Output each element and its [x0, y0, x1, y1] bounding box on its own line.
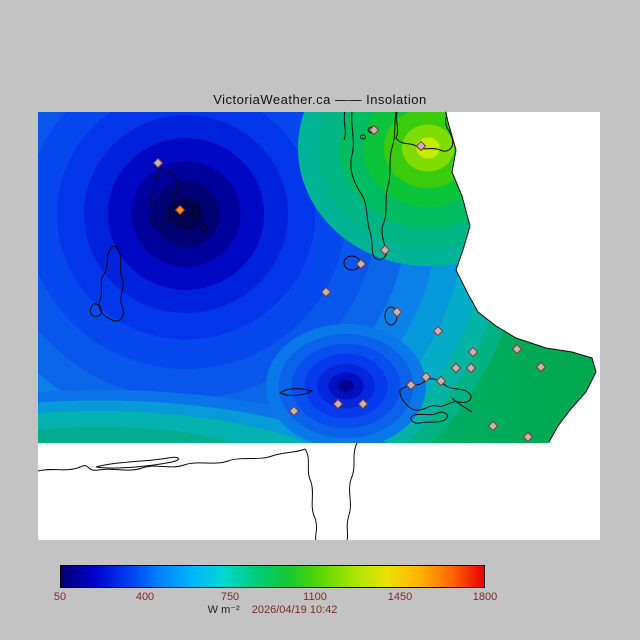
coastline	[37, 448, 306, 472]
station-marker[interactable]	[511, 343, 523, 355]
coastline	[395, 111, 454, 152]
coastline	[304, 448, 318, 541]
station-marker[interactable]	[405, 379, 417, 391]
station-marker[interactable]	[368, 124, 380, 136]
station-markers	[152, 124, 547, 443]
station-marker[interactable]	[415, 140, 427, 152]
station-marker[interactable]	[465, 362, 477, 374]
station-marker[interactable]	[332, 398, 344, 410]
coastline	[350, 111, 397, 261]
station-marker[interactable]	[467, 346, 479, 358]
coastline	[343, 111, 346, 141]
station-marker[interactable]	[522, 431, 534, 443]
colorbar-tick-label: 1800	[472, 591, 498, 603]
station-marker[interactable]	[288, 405, 300, 417]
station-marker[interactable]	[391, 306, 403, 318]
colorbar-tick-label: 1450	[387, 591, 413, 603]
station-marker[interactable]	[535, 361, 547, 373]
station-marker[interactable]	[450, 362, 462, 374]
station-marker[interactable]	[432, 325, 444, 337]
coastline	[95, 456, 180, 469]
station-marker[interactable]	[435, 375, 447, 387]
coastline	[150, 168, 179, 229]
colorbar-tick-label: 1100	[303, 591, 327, 603]
station-marker[interactable]	[152, 157, 164, 169]
insolation-field	[38, 112, 596, 443]
coastline	[410, 411, 448, 424]
colorbar-caption: W m⁻² 2026/04/19 10:42	[60, 603, 485, 616]
coastline	[200, 223, 208, 233]
station-marker[interactable]	[174, 204, 186, 216]
timestamp: 2026/04/19 10:42	[251, 604, 338, 616]
coastline	[445, 112, 597, 443]
station-marker[interactable]	[320, 286, 332, 298]
page-title: VictoriaWeather.ca —— Insolation	[213, 92, 427, 107]
station-marker[interactable]	[487, 420, 499, 432]
colorbar	[60, 565, 485, 588]
station-marker[interactable]	[355, 258, 367, 270]
coastline	[98, 245, 124, 322]
coastline	[451, 397, 473, 413]
coastline	[360, 134, 366, 140]
station-marker[interactable]	[379, 244, 391, 256]
coastline	[89, 303, 103, 317]
insolation-low-2	[266, 324, 426, 443]
colorbar-ticks: 50 400 750 1100 1450 1800	[54, 591, 497, 604]
station-marker[interactable]	[357, 398, 369, 410]
coastline	[346, 442, 358, 541]
colorbar-tick-label: 50	[53, 591, 67, 603]
units-label: W m⁻²	[207, 604, 240, 616]
coastline	[279, 388, 314, 396]
station-marker[interactable]	[420, 371, 432, 383]
field-southwest-teal	[38, 390, 430, 443]
colorbar-tick-label: 400	[135, 591, 155, 603]
coastline	[191, 205, 201, 219]
colorbar-tick-label: 750	[220, 591, 240, 603]
